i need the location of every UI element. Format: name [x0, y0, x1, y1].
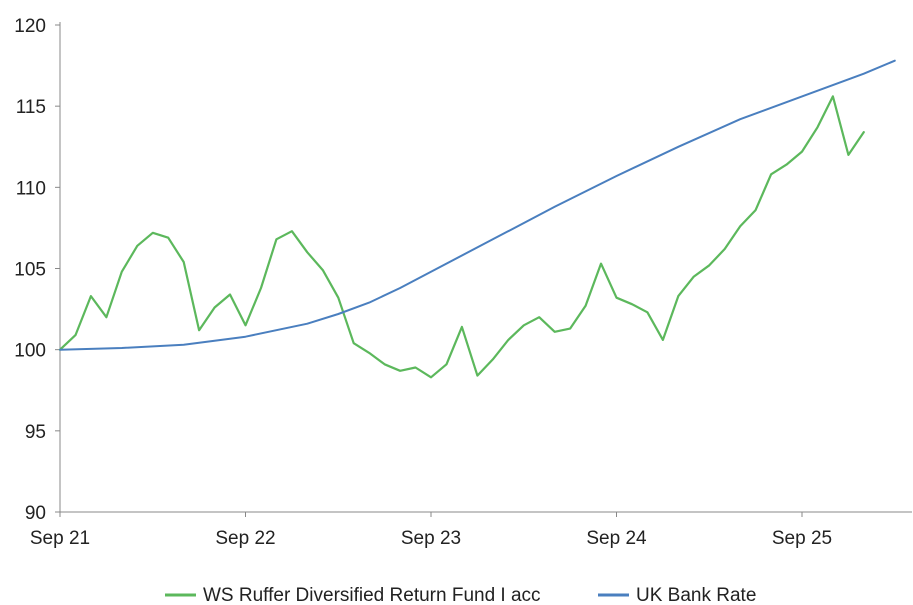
- y-tick-label: 90: [25, 503, 46, 524]
- legend: WS Ruffer Diversified Return Fund I acc …: [165, 585, 756, 605]
- y-tick-label: 115: [16, 97, 46, 118]
- x-tick-label: Sep 24: [586, 528, 647, 549]
- x-tick-label: Sep 23: [401, 528, 461, 549]
- legend-item-bank-rate: UK Bank Rate: [598, 585, 756, 605]
- x-tick-label: Sep 22: [215, 528, 275, 549]
- legend-label-fund: WS Ruffer Diversified Return Fund I acc: [203, 585, 541, 605]
- legend-item-fund: WS Ruffer Diversified Return Fund I acc: [165, 585, 541, 605]
- y-tick-label: 120: [14, 16, 46, 37]
- y-axis-ticks: 90 95 100 105 110 115 120: [14, 16, 60, 524]
- y-tick-label: 95: [25, 422, 46, 443]
- y-tick-label: 105: [14, 260, 46, 281]
- bank-rate-series-line: [59, 59, 896, 351]
- series-layer: [58, 59, 896, 379]
- y-tick-label: 110: [16, 178, 46, 199]
- x-tick-label: Sep 21: [30, 528, 90, 549]
- x-tick-label: Sep 25: [772, 528, 832, 549]
- y-tick-label: 100: [14, 341, 46, 362]
- fund-series-line: [58, 95, 865, 379]
- x-axis-ticks: Sep 21 Sep 22 Sep 23 Sep 24 Sep 25: [30, 512, 832, 549]
- legend-label-bank-rate: UK Bank Rate: [636, 585, 756, 605]
